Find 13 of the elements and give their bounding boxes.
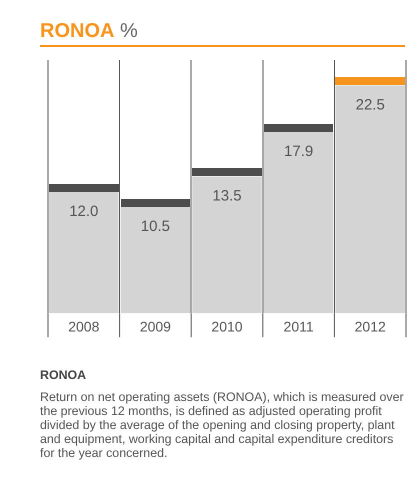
- data-label: 22.5: [356, 96, 385, 114]
- x-tick-label: 2008: [68, 318, 100, 334]
- text: Return on net operating assets (RONOA), which is measured over the previous 12 months, is defined as adjusted operating profit divided by the average of the opening and closing property, plant and equipment, working capital and capital expenditure creditors for the year concerned.: [40, 390, 405, 460]
- chart-title: RONOA %: [40, 20, 138, 42]
- text: RONOA: [40, 368, 88, 382]
- x-tick-label: 2010: [211, 318, 243, 334]
- x-tick-label: 2011: [284, 318, 314, 334]
- data-label: 17.9: [284, 143, 314, 160]
- data-label: 10.5: [140, 218, 170, 235]
- x-tick-label: 2012: [354, 318, 386, 334]
- x-tick-label: 2009: [140, 318, 172, 334]
- data-label: 12.0: [69, 202, 98, 220]
- data-label: 13.5: [212, 188, 242, 205]
